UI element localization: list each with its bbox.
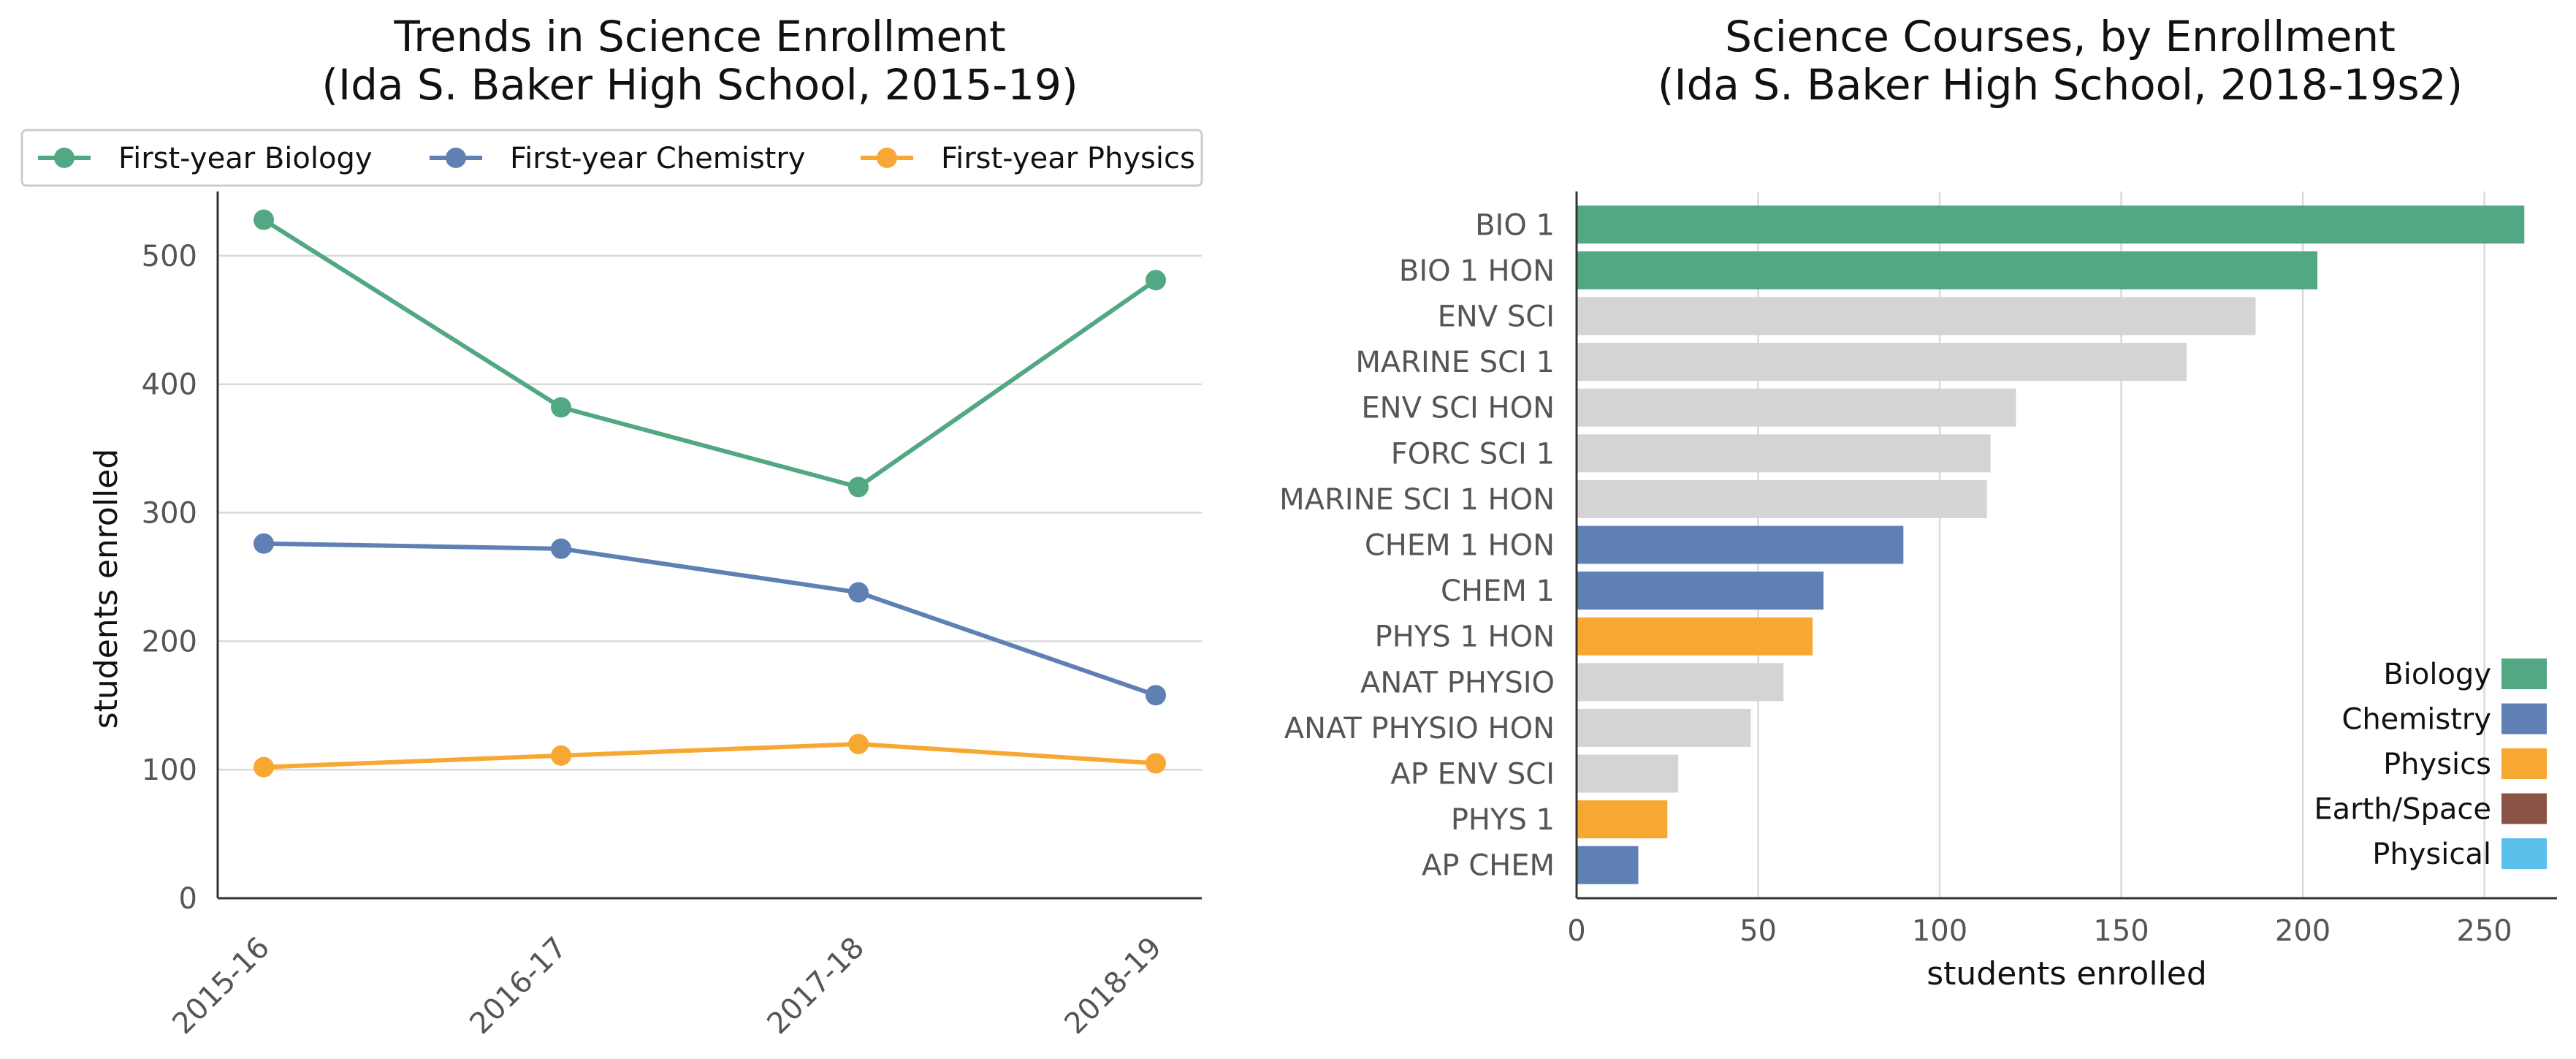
legend-label: Earth/Space [2314,793,2491,827]
data-point [848,582,869,603]
bar [1577,479,1987,518]
data-point [848,477,869,498]
x-tick-label: 200 [2275,914,2331,948]
data-point [254,209,274,230]
y-tick-label: 100 [142,754,197,787]
category-label: ANAT PHYSIO [1360,666,1555,699]
category-label: BIO 1 HON [1399,254,1555,288]
x-tick-label: 150 [2093,914,2149,948]
category-label: MARINE SCI 1 [1355,346,1555,379]
series-line [262,218,1157,490]
bar-legend: Biology Chemistry Physics Earth/Space Physic… [2314,658,2547,871]
legend-point-marker [54,148,75,168]
bar-chart-title-line-1: Science Courses, by Enrollment [1725,12,2396,61]
data-point [254,756,274,778]
x-tick-label: 100 [1912,914,1967,948]
legend-label: First-year Physics [941,142,1195,175]
legend-swatch [2501,838,2547,869]
data-point [551,745,571,766]
legend-label: Physics [2383,748,2491,781]
bar [1577,754,1679,793]
line-chart: 0 100 200 300 400 500 2015-16 2016-17 2017-18 201… [20,129,1203,1041]
y-tick-label: 400 [142,368,197,402]
category-label: PHYS 1 HON [1375,620,1555,654]
category-label: AP ENV SCI [1390,758,1555,792]
x-tick-label: 50 [1739,914,1777,948]
data-point [1146,685,1166,706]
legend-label: First-year Chemistry [510,142,805,175]
line-chart-title-line-2: (Ida S. Baker High School, 2015-19) [321,60,1078,110]
y-tick-label: 200 [142,625,197,658]
series-line [263,541,1156,698]
legend-label: Chemistry [2341,703,2491,737]
y-tick-label: 0 [179,882,197,916]
category-label: MARINE SCI 1 HON [1279,483,1555,517]
category-label: FORC SCI 1 [1391,437,1555,471]
y-tick-label: 500 [142,240,197,273]
legend-swatch [2501,703,2547,735]
legend-point-marker [877,148,897,168]
bar [1577,525,1904,564]
bar [1577,297,2256,335]
bar [1577,343,2187,382]
bar [1577,434,1991,473]
legend-label: Biology [2383,658,2491,691]
data-point [551,397,571,418]
x-tick-label: 250 [2456,914,2512,948]
x-axis-label: students enrolled [1927,955,2207,992]
series-line [263,742,1156,770]
x-tick-label: 2018-19 [1058,931,1168,1041]
x-tick-label: 2017-18 [761,931,871,1041]
line-chart-title-line-1: Trends in Science Enrollment [393,12,1005,61]
x-tick-label: 2016-17 [463,931,573,1041]
bar [1577,205,2525,244]
y-axis-label: students enrolled [88,449,125,729]
bar-chart-title-line-2: (Ida S. Baker High School, 2018-19s2) [1658,60,2463,110]
bar [1577,708,1751,747]
legend-swatch [2501,793,2547,824]
x-tick-label: 2015-16 [166,931,276,1041]
bar [1577,800,1668,839]
legend-box [20,129,1203,187]
legend-label: Physical [2372,838,2491,871]
line-legend: First-year Biology First-year Chemistry Fi… [20,129,1203,187]
category-label: AP CHEM [1422,849,1555,883]
category-label: ENV SCI HON [1361,392,1555,425]
x-tick-label: 0 [1567,914,1585,948]
bar [1577,663,1784,702]
category-label: ANAT PHYSIO HON [1284,712,1555,745]
bar [1577,251,2317,289]
bar [1577,617,1813,656]
category-label: PHYS 1 [1451,803,1555,837]
legend-swatch [2501,748,2547,779]
data-point [1146,753,1166,774]
data-point [551,538,571,559]
category-label: CHEM 1 HON [1365,529,1555,563]
y-tick-label: 300 [142,497,197,531]
legend-label: First-year Biology [118,142,373,175]
category-label: CHEM 1 [1441,574,1555,608]
bar [1577,388,2016,427]
category-label: BIO 1 [1475,208,1555,242]
bar [1577,846,1639,884]
legend-point-marker [446,148,466,168]
bar-chart: BIO 1 BIO 1 HON ENV SCI MARINE SCI 1 ENV SCI… [1279,191,2557,992]
bar [1577,572,1824,610]
data-point [254,533,274,554]
category-label: ENV SCI [1438,300,1555,334]
data-point [1146,270,1166,291]
legend-swatch [2501,658,2547,689]
data-point [848,734,869,755]
